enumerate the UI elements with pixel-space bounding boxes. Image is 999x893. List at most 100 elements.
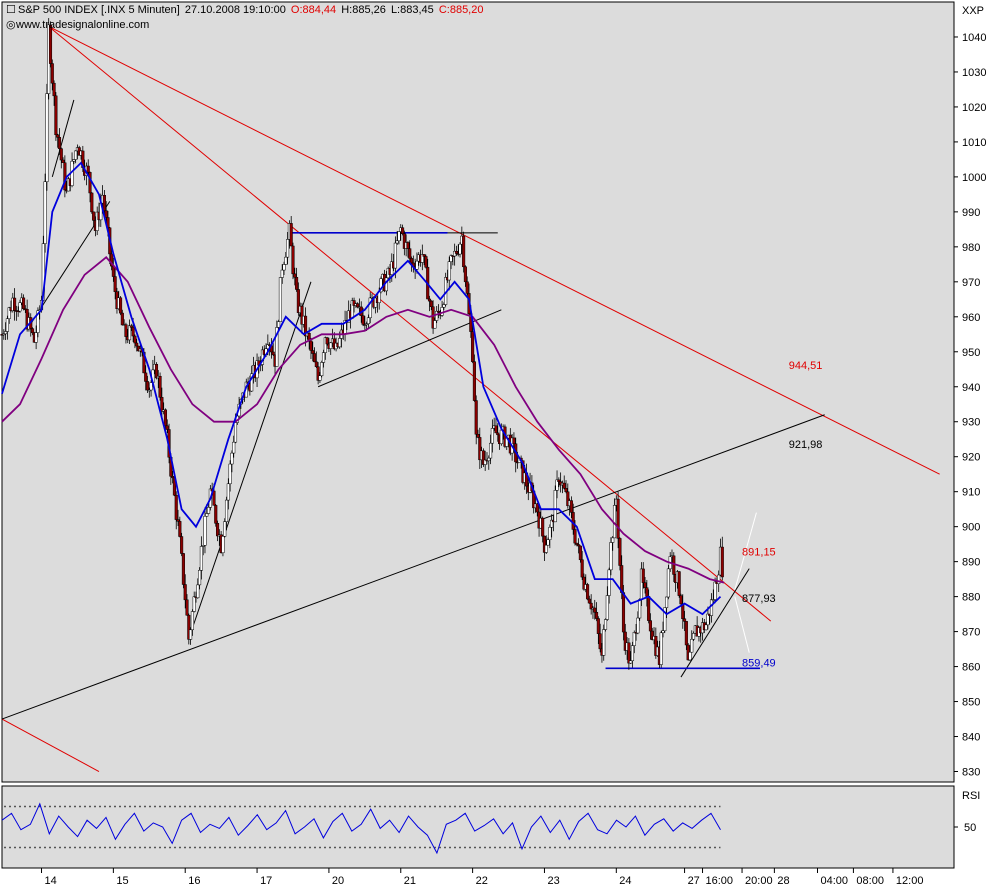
- candle-body-205: [368, 297, 372, 319]
- annotation-5: 859,49: [742, 657, 776, 669]
- header-low: L:883,45: [391, 4, 434, 16]
- candle-body-308: [553, 490, 557, 523]
- candle-body-104: [187, 614, 191, 640]
- candle-body-165: [296, 289, 300, 313]
- candle-body-113: [203, 516, 207, 546]
- candle-body-369: [663, 607, 667, 631]
- candle-body-118: [212, 490, 216, 506]
- candle-body-268: [481, 450, 485, 465]
- candle-body-72: [129, 325, 133, 328]
- trendline-red-2: [48, 26, 772, 622]
- ma-fast-line: [1, 161, 722, 616]
- candle-body-95: [171, 476, 175, 479]
- candle-body-395: [709, 599, 714, 616]
- candle-body-102: [183, 584, 187, 601]
- annotation-3: 891,15: [742, 547, 776, 559]
- candle-body-338: [607, 569, 611, 596]
- candle-body-239: [429, 300, 433, 308]
- candle-body-34: [61, 159, 65, 163]
- candle-body-48: [86, 165, 90, 173]
- candle-body-2: [4, 331, 8, 335]
- main-plot-area: [1, 1, 955, 783]
- source-globe-icon: ◎: [6, 19, 16, 31]
- candle-body-63: [113, 276, 117, 292]
- candle-body-301: [541, 517, 545, 537]
- candle-body-245: [440, 307, 444, 316]
- candle-body-221: [397, 231, 401, 242]
- candle-body-180: [323, 337, 327, 353]
- candle-body-235: [422, 254, 426, 257]
- candle-body-332: [596, 618, 600, 634]
- candle-body-351: [630, 645, 635, 662]
- candle-body-101: [181, 553, 185, 585]
- candle-body-119: [214, 505, 218, 524]
- candle-body-314: [564, 488, 568, 493]
- y-tick-label-1030: 1030: [962, 67, 986, 79]
- candle-body-223: [401, 227, 405, 234]
- trendline-white-13: [734, 512, 757, 590]
- candle-body-92: [165, 425, 169, 430]
- candle-body-10: [18, 302, 22, 312]
- candle-body-154: [277, 321, 281, 328]
- candle-body-317: [569, 500, 573, 513]
- candle-body-304: [546, 539, 550, 546]
- annotation-2: 921,98: [789, 439, 823, 451]
- candle-body-100: [180, 536, 184, 554]
- candle-body-177: [318, 375, 322, 381]
- candle-body-310: [557, 479, 561, 482]
- main-plot-content: 944,51 921,98 891,15 877,93 859,49: [0, 18, 940, 772]
- y-tick-label-920: 920: [962, 452, 980, 464]
- candle-body-227: [408, 248, 412, 259]
- candle-body-89: [160, 397, 164, 412]
- y-tick-label-970: 970: [962, 277, 980, 289]
- candle-body-188: [338, 338, 342, 348]
- candle-body-401: [720, 546, 724, 578]
- candle-body-196: [352, 300, 356, 306]
- y-tick-label-980: 980: [962, 242, 980, 254]
- candle-body-336: [603, 619, 608, 630]
- x-axis: 14 15 16 17 20 21 22 23 24 27 16:00 20:00 28 04:00 08:…: [41, 868, 923, 887]
- candle-body-179: [321, 352, 326, 363]
- candle-body-228: [409, 258, 414, 264]
- x-tick-label-1: 14: [45, 875, 57, 887]
- candle-body-66: [119, 297, 123, 314]
- candle-body-175: [314, 361, 318, 367]
- candle-body-265: [476, 434, 480, 438]
- candle-body-303: [544, 544, 548, 553]
- candle-body-327: [587, 598, 591, 604]
- candle-body-302: [542, 535, 547, 553]
- x-tick-label-7: 22: [476, 875, 488, 887]
- candle-body-159: [286, 239, 290, 258]
- candle-body-80: [144, 372, 148, 382]
- candle-body-345: [620, 565, 624, 593]
- candle-body-393: [706, 613, 710, 626]
- candle-body-112: [201, 545, 205, 547]
- candle-body-183: [329, 342, 333, 349]
- candle-body-271: [487, 457, 491, 462]
- candle-body-123: [221, 536, 225, 554]
- candle-body-250: [449, 255, 453, 262]
- candle-body-231: [415, 260, 419, 270]
- candle-body-30: [54, 95, 58, 136]
- candle-body-240: [431, 306, 435, 329]
- candle-body-385: [691, 633, 696, 640]
- candle-body-151: [271, 351, 275, 356]
- y-tick-label-1010: 1010: [962, 137, 986, 149]
- y-tick-label-890: 890: [962, 557, 980, 569]
- candle-body-181: [325, 337, 329, 345]
- candle-body-383: [688, 651, 692, 661]
- candle-body-337: [605, 595, 609, 620]
- y-tick-label-1020: 1020: [962, 102, 986, 114]
- candle-body-163: [293, 273, 297, 278]
- candle-body-169: [304, 315, 308, 337]
- candle-body-155: [278, 277, 282, 322]
- y-tick-label-990: 990: [962, 207, 980, 219]
- candle-body-115: [207, 507, 211, 514]
- candle-body-269: [483, 459, 487, 465]
- header-close: C:885,20: [439, 4, 484, 16]
- candle-body-24: [43, 181, 47, 244]
- chart-header: ☐ S&P 500 INDEX [.INX 5 Minuten] 27.10.2…: [6, 4, 984, 31]
- candle-body-3: [5, 318, 9, 332]
- candle-body-40: [72, 159, 76, 162]
